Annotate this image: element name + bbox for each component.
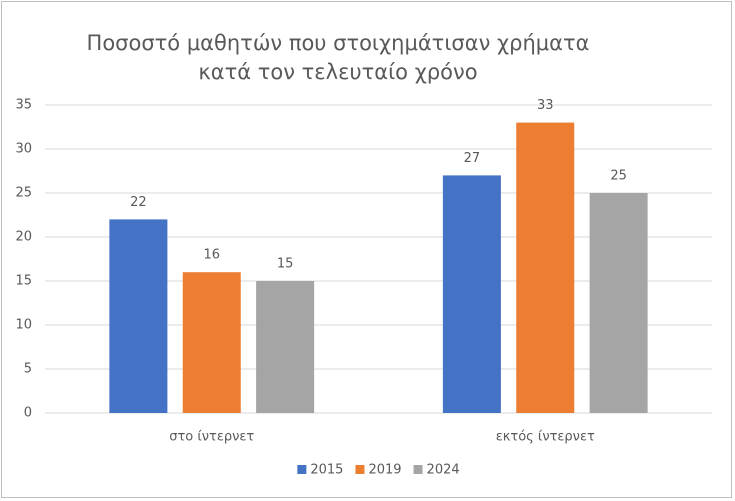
legend-swatch: [297, 465, 307, 474]
y-tick-label: 0: [24, 406, 32, 421]
y-tick-label: 20: [15, 230, 32, 245]
bar: [442, 175, 501, 413]
bar: [256, 281, 315, 413]
y-tick-label: 25: [15, 186, 32, 201]
legend-label: 2015: [310, 463, 343, 478]
data-label: 22: [130, 195, 147, 210]
data-label: 16: [203, 248, 220, 263]
chart-title: Ποσοστό μαθητών που στοιχημάτισαν χρήματ…: [86, 31, 590, 84]
legend-swatch: [413, 465, 423, 474]
y-tick-label: 10: [15, 318, 32, 333]
legend-label: 2019: [368, 463, 401, 478]
data-label: 15: [277, 257, 294, 272]
y-tick-label: 15: [15, 274, 32, 289]
bar: [516, 122, 575, 413]
x-tick-label: στο ίντερνετ: [169, 430, 254, 445]
legend-label: 2024: [427, 463, 460, 478]
legend-swatch: [355, 465, 365, 474]
data-label: 25: [610, 169, 627, 184]
bar: [589, 193, 648, 413]
bar: [182, 272, 241, 413]
y-tick-label: 35: [15, 98, 32, 113]
data-label: 27: [464, 151, 481, 166]
y-tick-label: 30: [15, 142, 32, 157]
data-label: 33: [537, 98, 554, 113]
x-tick-label: εκτός ίντερνετ: [496, 430, 595, 445]
y-tick-label: 5: [24, 362, 32, 377]
bar: [109, 219, 168, 413]
